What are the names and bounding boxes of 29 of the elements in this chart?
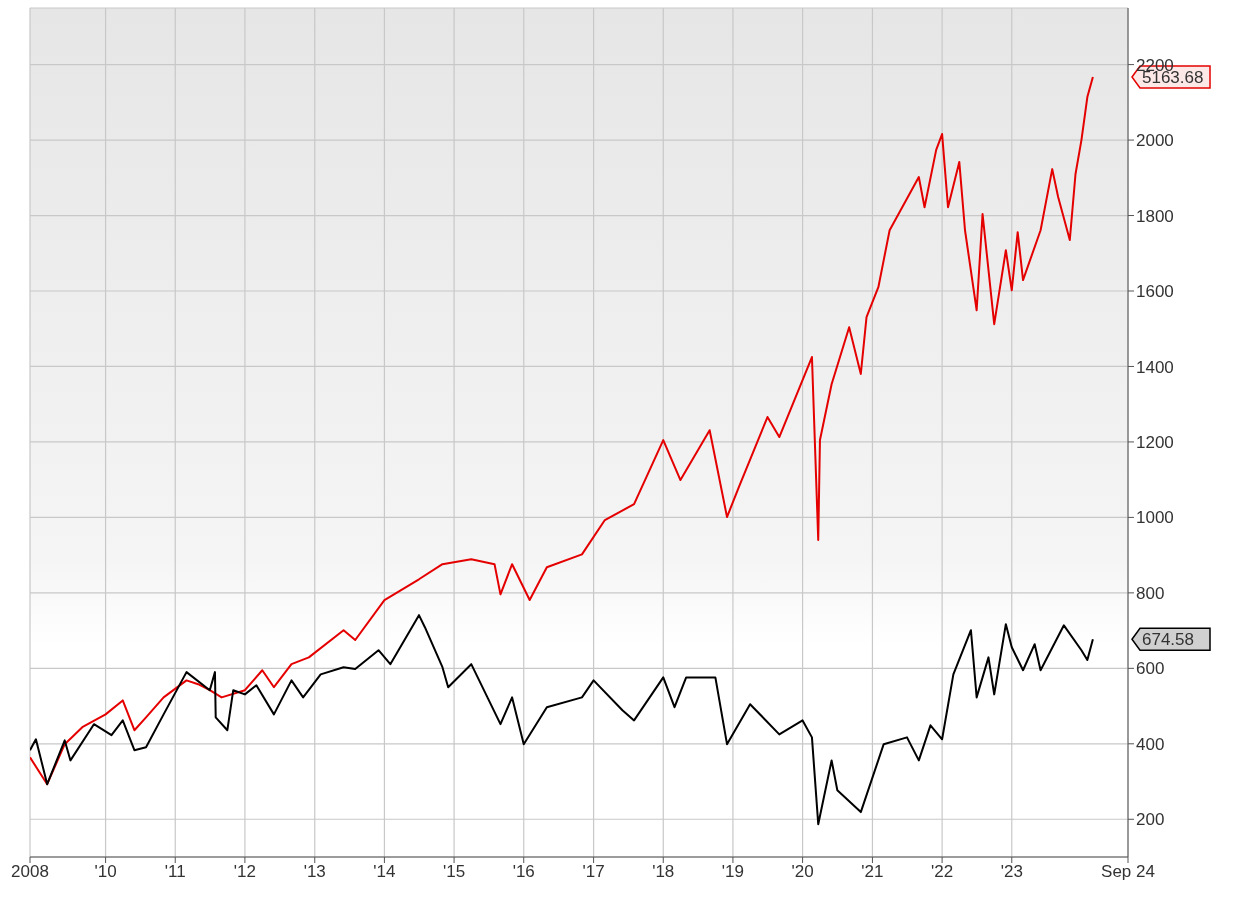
x-tick-label: '18 [652, 862, 675, 882]
y-tick-label: 800 [1136, 583, 1165, 603]
x-tick-label: '19 [721, 862, 744, 882]
y-tick-label: 400 [1136, 734, 1165, 754]
x-tick-label: 2008 [11, 862, 49, 882]
x-tick-label: '17 [582, 862, 605, 882]
x-tick-label: '12 [233, 862, 256, 882]
x-tick-label: '13 [303, 862, 326, 882]
x-tick-label: '15 [443, 862, 466, 882]
x-tick-label: '20 [791, 862, 814, 882]
y-tick-label: 1600 [1136, 282, 1174, 302]
y-tick-label: 2000 [1136, 131, 1174, 151]
text: 674.58 [1142, 630, 1194, 650]
x-tick-label: '10 [94, 862, 117, 882]
x-tick-label: Sep 24 [1101, 862, 1155, 882]
x-tick-label: '22 [931, 862, 954, 882]
line-series [30, 76, 1094, 786]
y-tick-label: 1800 [1136, 206, 1174, 226]
y-tick-label: 1400 [1136, 357, 1174, 377]
x-tick-label: '23 [1000, 862, 1023, 882]
y-tick-label: 1000 [1136, 508, 1174, 528]
x-tick-label: '16 [512, 862, 535, 882]
x-tick-label: '21 [861, 862, 884, 882]
y-tick-label: 200 [1136, 810, 1165, 830]
line-series [30, 614, 1094, 826]
x-tick-label: '14 [373, 862, 396, 882]
x-tick-label: '11 [164, 862, 186, 882]
y-tick-label: 600 [1136, 659, 1165, 679]
y-tick-label: 1200 [1136, 432, 1174, 452]
